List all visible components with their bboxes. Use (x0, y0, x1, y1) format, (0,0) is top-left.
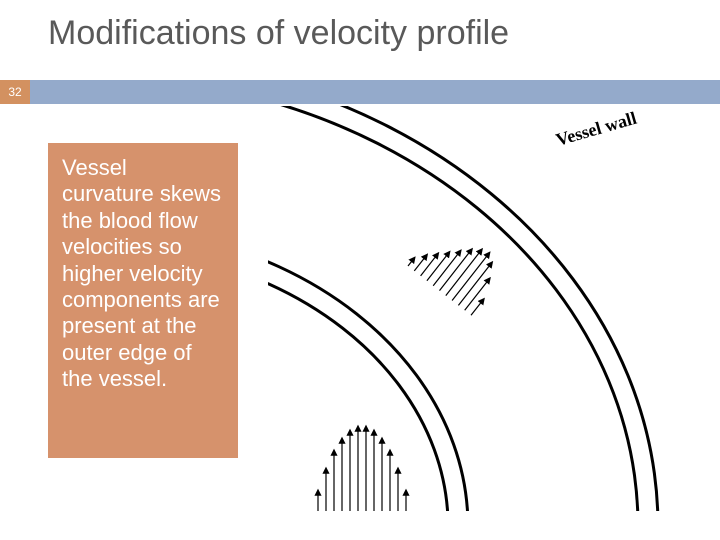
svg-text:Vessel wall: Vessel wall (554, 108, 639, 150)
vessel-diagram: Vessel wall (268, 106, 720, 511)
page-title: Modifications of velocity profile (48, 14, 509, 53)
body-text-box: Vessel curvature skews the blood flow ve… (48, 143, 238, 458)
header-bar: 32 (0, 80, 720, 104)
page-number-badge: 32 (0, 80, 30, 104)
header-bar-fill (30, 80, 720, 104)
slide: Modifications of velocity profile 32 Ves… (0, 0, 720, 540)
body-text: Vessel curvature skews the blood flow ve… (62, 155, 224, 393)
